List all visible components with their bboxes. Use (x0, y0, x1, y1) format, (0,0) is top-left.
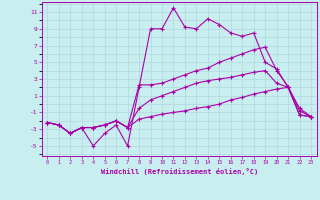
X-axis label: Windchill (Refroidissement éolien,°C): Windchill (Refroidissement éolien,°C) (100, 168, 258, 175)
